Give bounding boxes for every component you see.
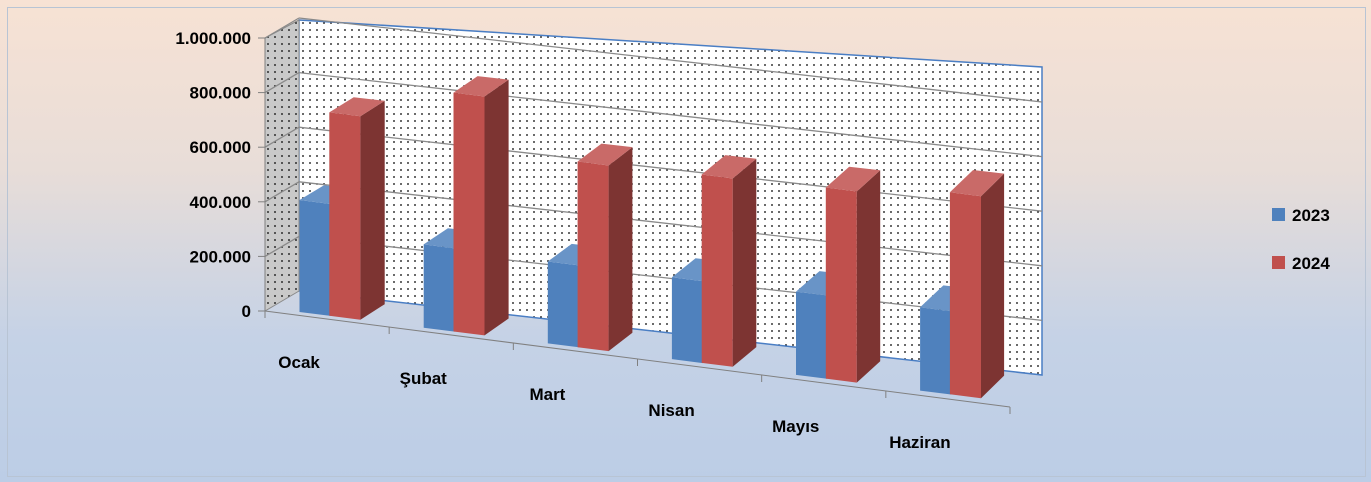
y-tick-label: 1.000.000 xyxy=(175,29,251,48)
bar-side xyxy=(608,147,633,352)
gridline xyxy=(298,126,1043,212)
gridline-side xyxy=(264,126,300,148)
bar-front xyxy=(701,174,733,367)
bar-front xyxy=(671,277,703,364)
bar-front xyxy=(920,307,952,395)
bar-front xyxy=(796,291,828,379)
y-tick-label: 400.000 xyxy=(190,193,251,212)
gridline-side xyxy=(264,235,300,257)
chart-frame xyxy=(7,7,1366,477)
side-wall xyxy=(264,19,300,312)
bar-side xyxy=(981,173,1005,399)
bar-front xyxy=(577,161,609,352)
legend-label: 2024 xyxy=(1292,254,1330,273)
y-tick-label: 0 xyxy=(242,302,251,321)
gridline-side xyxy=(264,17,300,39)
bar-2024-Mart xyxy=(577,143,633,352)
y-axis-ticks: 0 200.000 400.000 600.000 800.000 1.000.000 xyxy=(175,29,265,321)
x-tick-label: Mart xyxy=(529,385,565,404)
x-axis-labels: Ocak Şubat Mart Nisan Mayıs Haziran xyxy=(278,353,950,452)
bar-2024-Ocak xyxy=(329,97,385,320)
gridline xyxy=(298,235,1043,322)
gridlines xyxy=(264,17,1043,322)
bar-top xyxy=(825,166,881,192)
y-tick-label: 600.000 xyxy=(190,138,251,157)
bar-2024-Haziran xyxy=(949,170,1005,399)
bar-side xyxy=(360,100,385,320)
y-tick-label: 200.000 xyxy=(190,247,251,266)
bar-side xyxy=(732,158,757,367)
bar-front xyxy=(825,187,857,383)
gridline-side xyxy=(264,181,300,203)
legend: 2023 2024 xyxy=(1272,206,1330,273)
gridline xyxy=(298,71,1043,158)
x-tick-label: Haziran xyxy=(889,433,950,452)
x-tick-label: Nisan xyxy=(648,401,694,420)
bar-2024-Nisan xyxy=(701,155,757,367)
legend-label: 2023 xyxy=(1292,206,1330,225)
bar-front xyxy=(423,244,455,332)
y-tick-label: 800.000 xyxy=(190,84,251,103)
bar-2024-Mayıs xyxy=(825,166,881,383)
x-tick-label: Şubat xyxy=(400,369,448,388)
bar-front xyxy=(547,261,579,348)
bar-top xyxy=(701,155,757,179)
bar-top xyxy=(577,143,633,166)
bar-front xyxy=(299,200,331,316)
axes xyxy=(264,38,1011,414)
bar-front xyxy=(949,192,981,399)
x-tick-label: Mayıs xyxy=(772,417,819,436)
legend-swatch xyxy=(1272,208,1285,221)
gridline xyxy=(298,181,1043,267)
bars xyxy=(299,76,1005,399)
gridline xyxy=(298,17,1043,103)
bar-top xyxy=(329,97,385,117)
x-tick-label: Ocak xyxy=(278,353,320,372)
bar-2024-Şubat xyxy=(453,76,509,336)
bar-top xyxy=(949,170,1005,197)
bar-side xyxy=(484,79,509,336)
bar-top xyxy=(453,76,509,97)
bar-side xyxy=(856,170,881,383)
bar-front xyxy=(453,92,485,336)
bar-front xyxy=(329,112,361,320)
gridline-side xyxy=(264,72,300,94)
legend-swatch xyxy=(1272,256,1285,269)
